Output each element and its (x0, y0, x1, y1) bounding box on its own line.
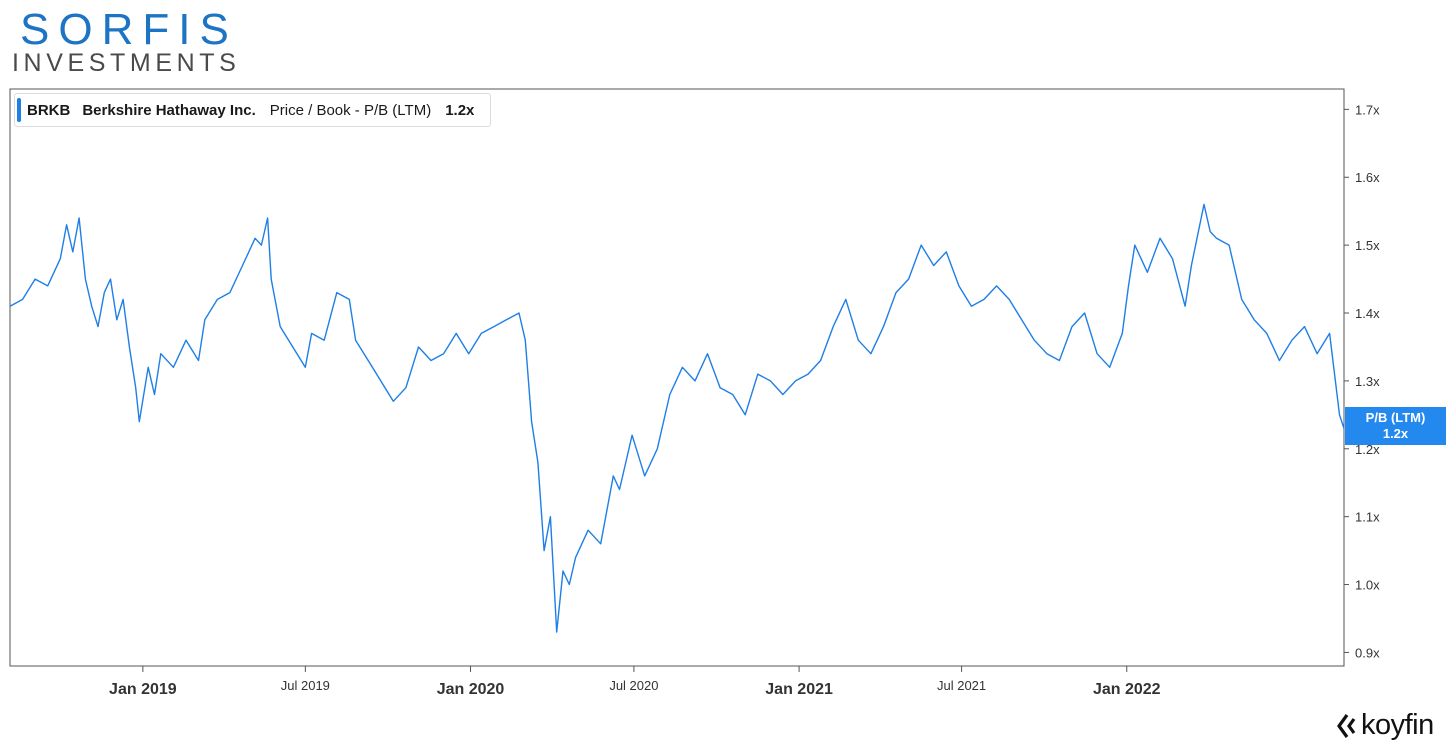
y-tick-label: 1.0x (1355, 578, 1380, 593)
x-tick-label: Jan 2021 (765, 681, 833, 698)
legend-company: Berkshire Hathaway Inc. (82, 101, 256, 119)
badge-value: 1.2x (1382, 426, 1409, 441)
x-tick-label: Jul 2021 (937, 678, 986, 693)
y-tick-label: 0.9x (1355, 645, 1380, 660)
y-tick-label: 1.3x (1355, 374, 1380, 389)
brand-name: koyfin (1361, 709, 1434, 741)
logo-name: SORFIS (20, 5, 238, 54)
x-axis: Jan 2019 Jul 2019 Jan 2020 Jul 2020 Jan 2021… (109, 666, 1161, 698)
y-axis: 0.9x 1.0x 1.1x 1.2x 1.3x 1.4x 1.5x 1.6x 1.7x (1344, 102, 1380, 660)
legend-metric: Price / Book - P/B (LTM) (269, 101, 432, 119)
y-tick-label: 1.2x (1355, 442, 1380, 457)
y-tick-label: 1.6x (1355, 170, 1380, 185)
sorfis-logo: SORFIS INVESTMENTS (12, 5, 241, 77)
last-value-badge: P/B (LTM) 1.2x (1345, 407, 1446, 445)
x-tick-label: Jul 2020 (609, 678, 658, 693)
x-tick-label: Jul 2019 (281, 678, 330, 693)
koyfin-brand: koyfin (1337, 709, 1434, 742)
chart-legend[interactable]: BRKB Berkshire Hathaway Inc. Price / Boo… (14, 93, 492, 127)
x-tick-label: Jan 2020 (437, 681, 505, 698)
logo-tagline: INVESTMENTS (12, 49, 241, 77)
y-tick-label: 1.1x (1355, 510, 1380, 525)
pb-series-line (9, 203, 1345, 633)
badge-label: P/B (LTM) (1365, 410, 1426, 425)
x-tick-label: Jan 2022 (1093, 681, 1161, 698)
x-tick-label: Jan 2019 (109, 681, 177, 698)
y-tick-label: 1.4x (1355, 306, 1380, 321)
legend-swatch (17, 98, 21, 122)
legend-ticker: BRKB (27, 101, 71, 119)
y-tick-label: 1.5x (1355, 238, 1380, 253)
y-tick-label: 1.7x (1355, 102, 1380, 117)
koyfin-logo-icon (1337, 713, 1356, 738)
legend-value: 1.2x (445, 101, 475, 119)
